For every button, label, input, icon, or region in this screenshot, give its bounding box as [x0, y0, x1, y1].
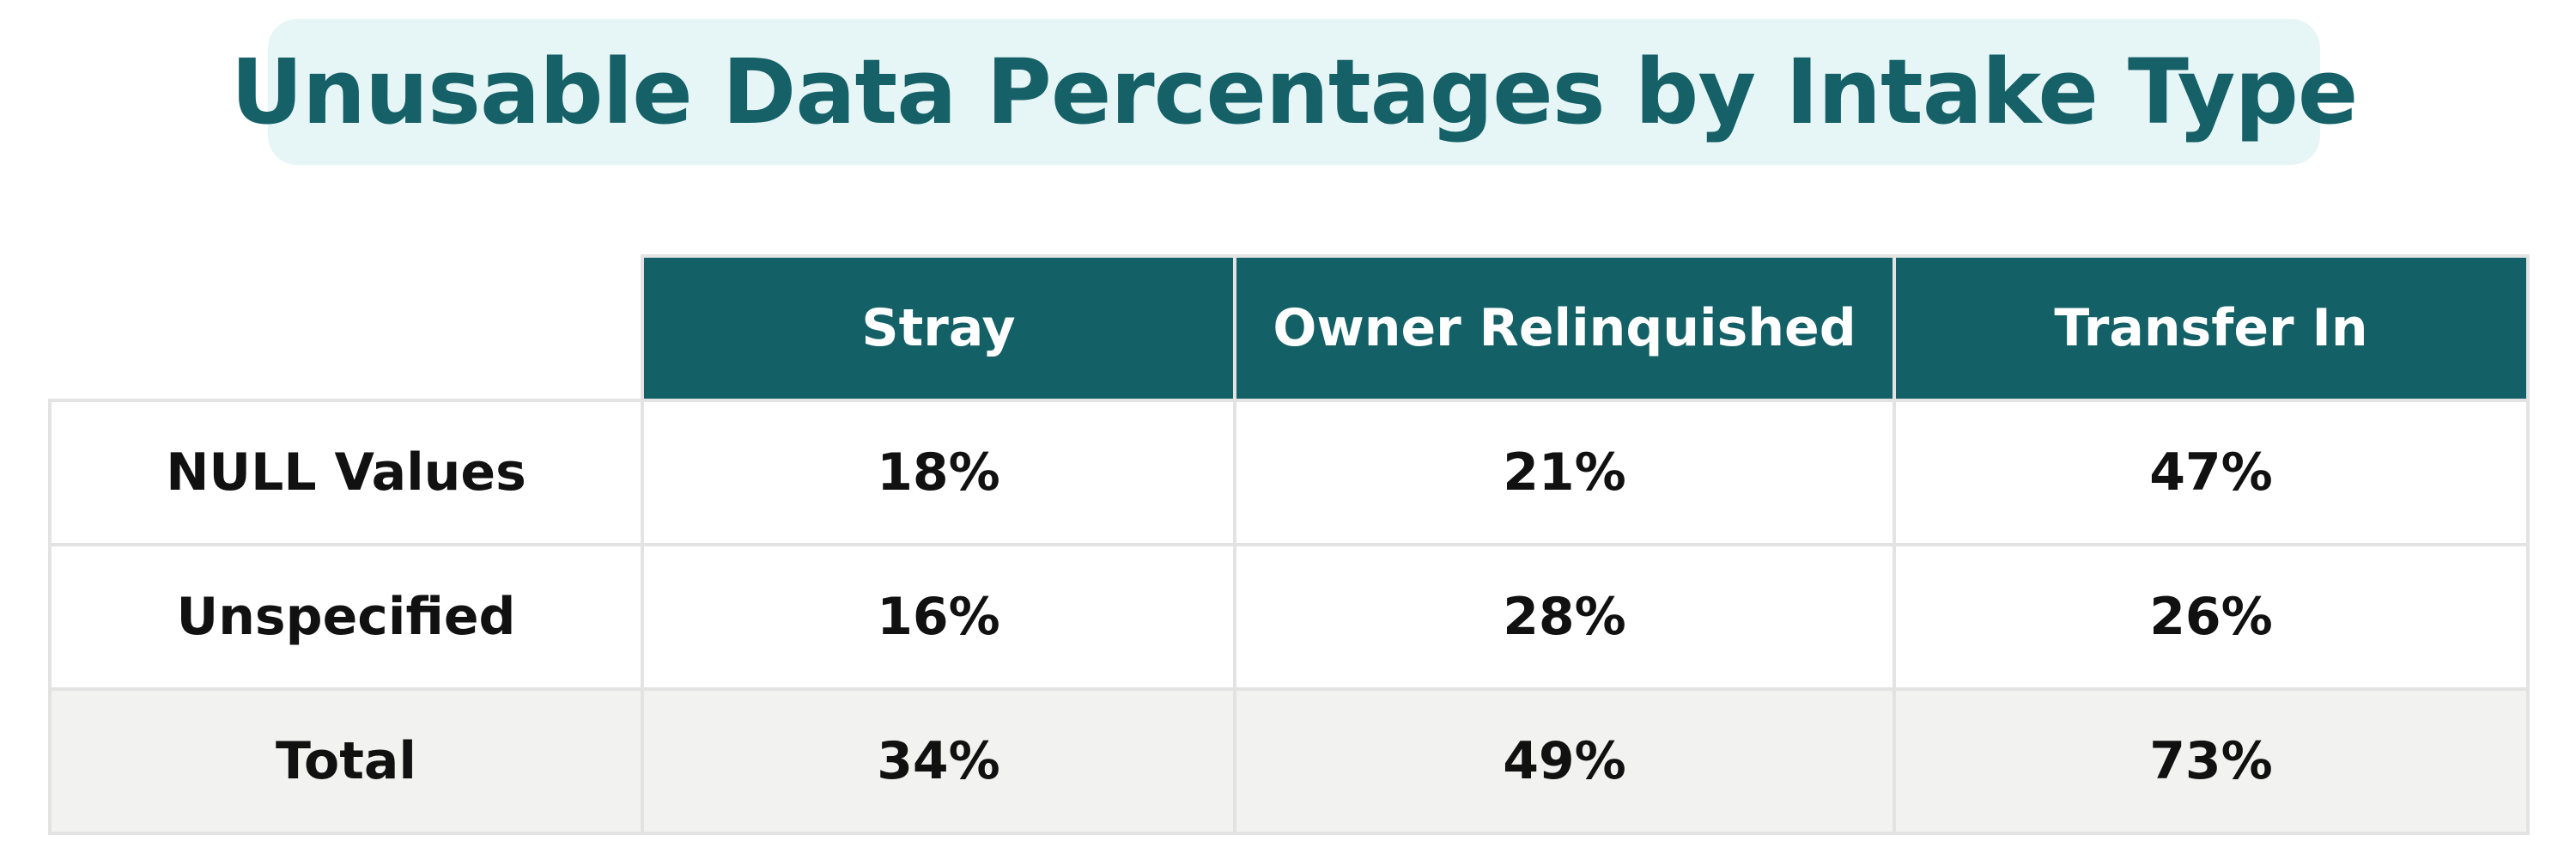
- row-label: Total: [48, 687, 644, 835]
- column-header-owner-relinquished: Owner Relinquished: [1233, 254, 1896, 402]
- table-cell: 47%: [1893, 399, 2530, 546]
- corner-cell: [50, 256, 644, 402]
- table-row-null-values: NULL Values 18% 21% 47%: [48, 399, 2530, 546]
- row-label: Unspecified: [48, 543, 644, 691]
- table-cell: 21%: [1233, 399, 1896, 546]
- title-banner: Unusable Data Percentages by Intake Type: [231, 19, 2358, 165]
- table-cell: 28%: [1233, 543, 1896, 691]
- chart-title: Unusable Data Percentages by Intake Type: [230, 40, 2359, 144]
- column-header-transfer-in: Transfer In: [1893, 254, 2530, 402]
- table-cell: 26%: [1893, 543, 2530, 691]
- row-label: NULL Values: [48, 399, 644, 546]
- table-cell: 16%: [641, 543, 1236, 691]
- table-row-total: Total 34% 49% 73%: [48, 687, 2530, 835]
- table-cell: 18%: [641, 399, 1236, 546]
- table-cell: 34%: [641, 687, 1236, 835]
- header-row: Stray Owner Relinquished Transfer In: [50, 254, 2530, 402]
- table-cell: 73%: [1893, 687, 2530, 835]
- column-header-stray: Stray: [641, 254, 1236, 402]
- table-cell: 49%: [1233, 687, 1896, 835]
- data-table: Stray Owner Relinquished Transfer In NUL…: [48, 254, 2530, 835]
- table-row-unspecified: Unspecified 16% 28% 26%: [48, 543, 2530, 691]
